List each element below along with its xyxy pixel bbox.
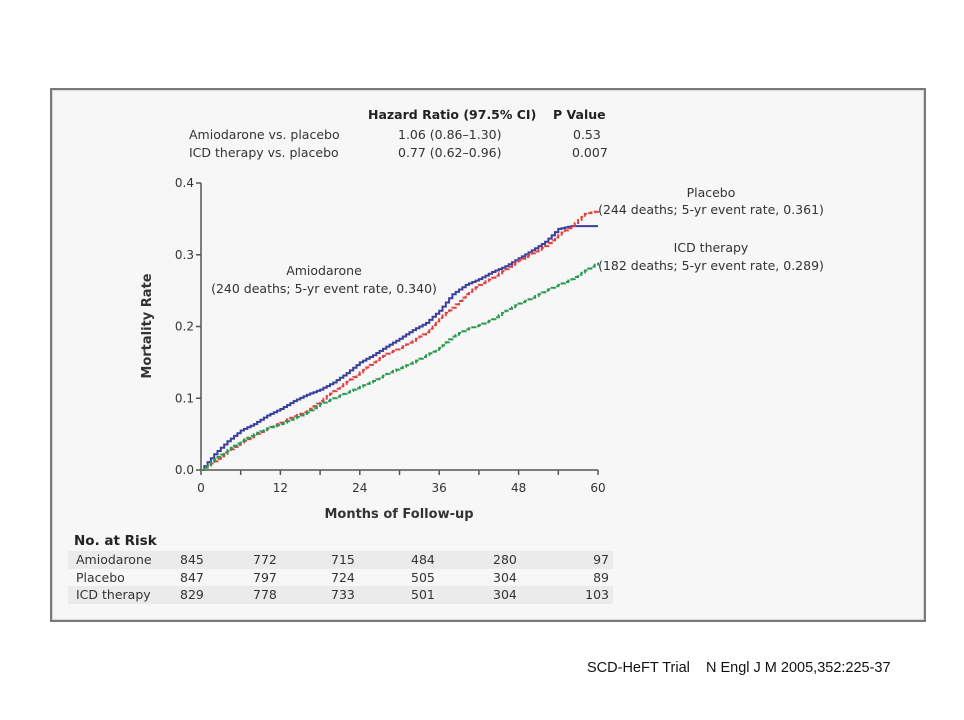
p-header: P Value bbox=[553, 107, 606, 122]
hr-header: Hazard Ratio (97.5% CI) bbox=[368, 107, 537, 122]
at-risk-value: 847 bbox=[180, 569, 204, 585]
annotation-amiodarone-name: Amiodarone bbox=[286, 263, 362, 278]
hr-row-value: 0.77 (0.62–0.96) bbox=[398, 145, 502, 160]
at-risk-value: 484 bbox=[411, 552, 435, 567]
at-risk-table: No. at Risk Amiodarone 845 772 715 484 280 97 P… bbox=[68, 533, 613, 604]
x-axis-label: Months of Follow-up bbox=[324, 507, 473, 522]
figure-frame bbox=[50, 88, 926, 622]
at-risk-value: 89 bbox=[593, 569, 609, 585]
x-tick-label: 12 bbox=[273, 481, 288, 495]
at-risk-value: 501 bbox=[411, 587, 435, 602]
at-risk-value: 778 bbox=[253, 587, 277, 602]
annotation-placebo-detail: (244 deaths; 5-yr event rate, 0.361) bbox=[598, 202, 824, 217]
at-risk-value: 797 bbox=[253, 569, 277, 585]
y-tick-label: 0.3 bbox=[175, 248, 194, 262]
at-risk-row-label: Amiodarone bbox=[76, 552, 152, 567]
annotation-amiodarone-detail: (240 deaths; 5-yr event rate, 0.340) bbox=[211, 281, 437, 296]
at-risk-row-label: ICD therapy bbox=[76, 587, 151, 602]
y-tick-label: 0.0 bbox=[175, 463, 194, 477]
at-risk-value: 733 bbox=[331, 587, 355, 602]
at-risk-row: ICD therapy 829 778 733 501 304 103 bbox=[68, 586, 613, 604]
at-risk-value: 845 bbox=[180, 552, 204, 567]
y-ticks: 0.0 0.1 0.2 0.3 0.4 bbox=[175, 176, 201, 477]
series-line-amiodarone bbox=[201, 225, 598, 471]
hr-row-p: 0.53 bbox=[573, 127, 601, 142]
citation: SCD-HeFT Trial N Engl J M 2005,352:225-3… bbox=[587, 660, 891, 676]
at-risk-value: 304 bbox=[493, 587, 517, 602]
y-axis-label: Mortality Rate bbox=[140, 273, 155, 378]
annotation-icd-detail: (182 deaths; 5-yr event rate, 0.289) bbox=[598, 258, 824, 273]
at-risk-value: 772 bbox=[253, 552, 277, 567]
at-risk-row-label: Placebo bbox=[76, 569, 125, 585]
at-risk-value: 304 bbox=[493, 569, 517, 585]
at-risk-row: Placebo 847 797 724 505 304 89 bbox=[68, 569, 613, 587]
x-tick-label: 36 bbox=[432, 481, 447, 495]
at-risk-title: No. at Risk bbox=[74, 533, 157, 549]
at-risk-value: 829 bbox=[180, 587, 204, 602]
at-risk-value: 97 bbox=[593, 552, 609, 567]
at-risk-value: 280 bbox=[493, 552, 517, 567]
hr-row-p: 0.007 bbox=[572, 145, 608, 160]
x-tick-label: 48 bbox=[511, 481, 526, 495]
series-line-icd-therapy bbox=[201, 262, 599, 471]
at-risk-row: Amiodarone 845 772 715 484 280 97 bbox=[68, 551, 613, 569]
at-risk-value: 505 bbox=[411, 569, 435, 585]
at-risk-value: 103 bbox=[585, 587, 609, 602]
y-tick-label: 0.4 bbox=[175, 176, 194, 190]
y-tick-label: 0.1 bbox=[175, 391, 194, 405]
series-lines bbox=[201, 210, 599, 471]
x-tick-label: 60 bbox=[590, 481, 605, 495]
hr-row-label: Amiodarone vs. placebo bbox=[189, 127, 340, 142]
hr-row-value: 1.06 (0.86–1.30) bbox=[398, 127, 502, 142]
mortality-chart: 0.0 0.1 0.2 0.3 0.4 0 12 24 36 48 60 Mortality Ra… bbox=[140, 176, 824, 522]
at-risk-value: 715 bbox=[331, 552, 355, 567]
axes bbox=[200, 183, 598, 471]
at-risk-value: 724 bbox=[331, 569, 355, 585]
hr-row-label: ICD therapy vs. placebo bbox=[189, 145, 339, 160]
annotation-icd-name: ICD therapy bbox=[674, 240, 749, 255]
x-ticks: 0 12 24 36 48 60 bbox=[197, 470, 606, 495]
x-tick-label: 0 bbox=[197, 481, 205, 495]
y-tick-label: 0.2 bbox=[175, 320, 194, 334]
annotation-placebo-name: Placebo bbox=[687, 185, 736, 200]
x-tick-label: 24 bbox=[352, 481, 367, 495]
